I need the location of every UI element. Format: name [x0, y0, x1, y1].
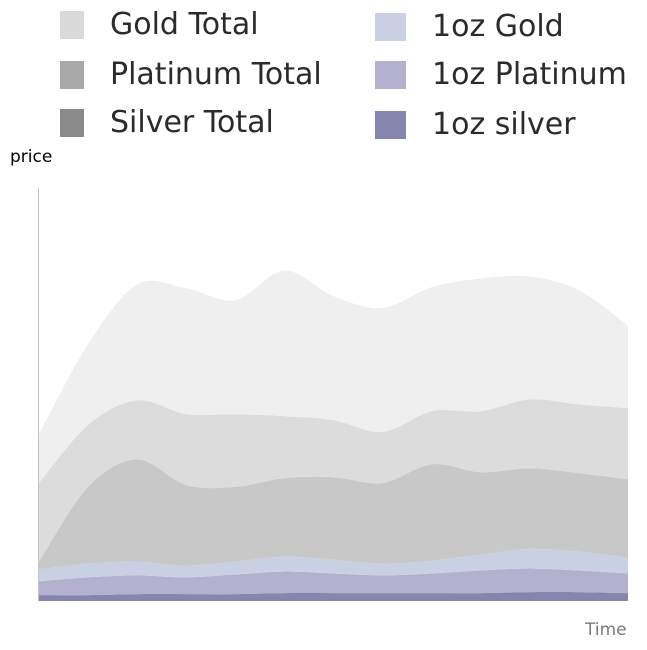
area-silver-total: [39, 459, 628, 570]
legend-swatch-1oz-silver: [375, 111, 406, 139]
area-1oz-gold: [39, 548, 628, 582]
legend-swatch-silver-total: [60, 109, 84, 137]
legend-item-gold-total: Gold Total: [60, 10, 259, 40]
legend-swatch-1oz-gold: [375, 13, 406, 41]
y-axis-label: price: [10, 147, 53, 167]
legend-label-1oz-gold: 1oz Gold: [432, 9, 564, 44]
legend-swatch-gold-total: [60, 11, 84, 39]
legend-item-1oz-silver: 1oz silver: [375, 110, 576, 140]
legend-label-silver-total: Silver Total: [110, 105, 274, 140]
legend-item-1oz-gold: 1oz Gold: [375, 12, 564, 42]
legend-item-platinum-total: Platinum Total: [60, 60, 322, 90]
legend-label-1oz-silver: 1oz silver: [432, 107, 576, 142]
legend-label-gold-total: Gold Total: [110, 7, 259, 42]
legend-label-platinum-total: Platinum Total: [110, 57, 322, 92]
legend-swatch-1oz-platinum: [375, 61, 406, 89]
area-gold-total: [39, 270, 628, 483]
area-1oz-silver: [39, 592, 628, 601]
legend-label-1oz-platinum: 1oz Platinum: [432, 57, 627, 92]
area-layers: [39, 270, 628, 601]
legend-item-silver-total: Silver Total: [60, 108, 274, 138]
legend-item-1oz-platinum: 1oz Platinum: [375, 60, 627, 90]
legend-swatch-platinum-total: [60, 61, 84, 89]
area-platinum-total: [39, 399, 628, 562]
area-1oz-platinum: [39, 568, 628, 596]
x-axis-label: Time: [585, 620, 627, 640]
